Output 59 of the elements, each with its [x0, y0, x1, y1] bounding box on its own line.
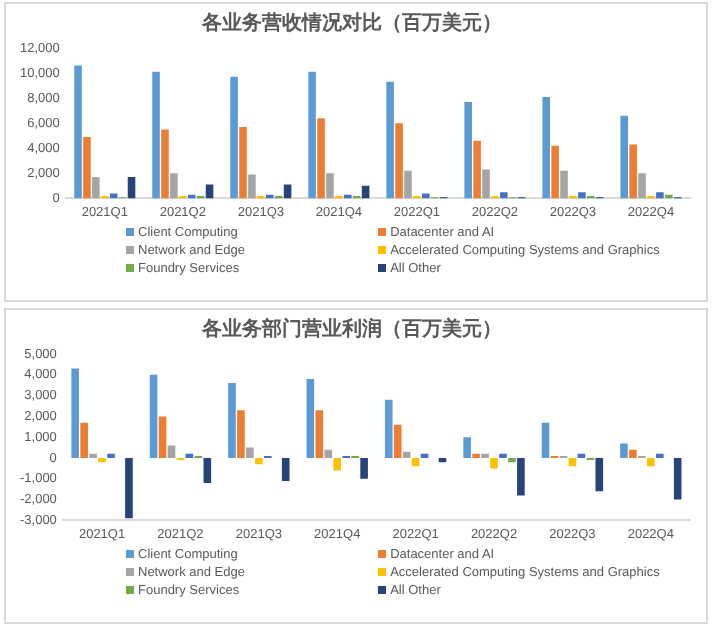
bar [384, 399, 393, 458]
bar [673, 458, 682, 500]
bar [248, 174, 256, 199]
bar [542, 96, 550, 199]
bar [326, 173, 334, 199]
bar [324, 449, 333, 458]
bar [158, 416, 167, 458]
bar [629, 144, 637, 199]
bar [560, 170, 568, 199]
bar [422, 193, 430, 199]
bar [161, 129, 169, 199]
bar [239, 126, 247, 199]
bar [71, 368, 79, 458]
bar [333, 458, 342, 471]
bar [463, 437, 471, 458]
bar [482, 169, 490, 199]
bar [149, 374, 158, 458]
chart-title: 各业务营收情况对比（百万美元） [200, 11, 502, 36]
bar [638, 173, 646, 199]
bar [228, 383, 236, 458]
bar [80, 422, 88, 458]
bar [620, 443, 628, 458]
bar [490, 458, 498, 469]
bar [464, 101, 472, 199]
bar [629, 449, 637, 458]
bar [473, 140, 481, 199]
bar [541, 422, 550, 458]
bar [125, 458, 133, 519]
bar [237, 410, 245, 458]
bar [647, 458, 655, 467]
bar [74, 65, 82, 199]
bar [246, 447, 254, 458]
bar [306, 378, 315, 458]
bar [393, 424, 402, 458]
bar [152, 71, 160, 199]
bar [656, 192, 664, 199]
bar [551, 145, 559, 199]
bar [170, 173, 178, 199]
bar [281, 458, 290, 481]
bar [360, 458, 368, 479]
bar [255, 458, 263, 465]
bar [500, 192, 508, 199]
bar [92, 177, 100, 199]
bar [317, 118, 325, 199]
bar [230, 76, 238, 199]
bar [517, 458, 525, 496]
bar [404, 170, 412, 199]
bar [386, 81, 394, 199]
bar [620, 115, 629, 199]
bar [308, 71, 316, 199]
bar [395, 123, 403, 199]
bar [109, 193, 118, 199]
bar [315, 410, 324, 458]
bar [595, 458, 604, 492]
bar [578, 192, 586, 199]
chart-title: 各业务部门营业利润（百万美元） [200, 317, 502, 342]
bar [203, 458, 212, 483]
bar [127, 177, 136, 199]
bar [83, 136, 91, 199]
